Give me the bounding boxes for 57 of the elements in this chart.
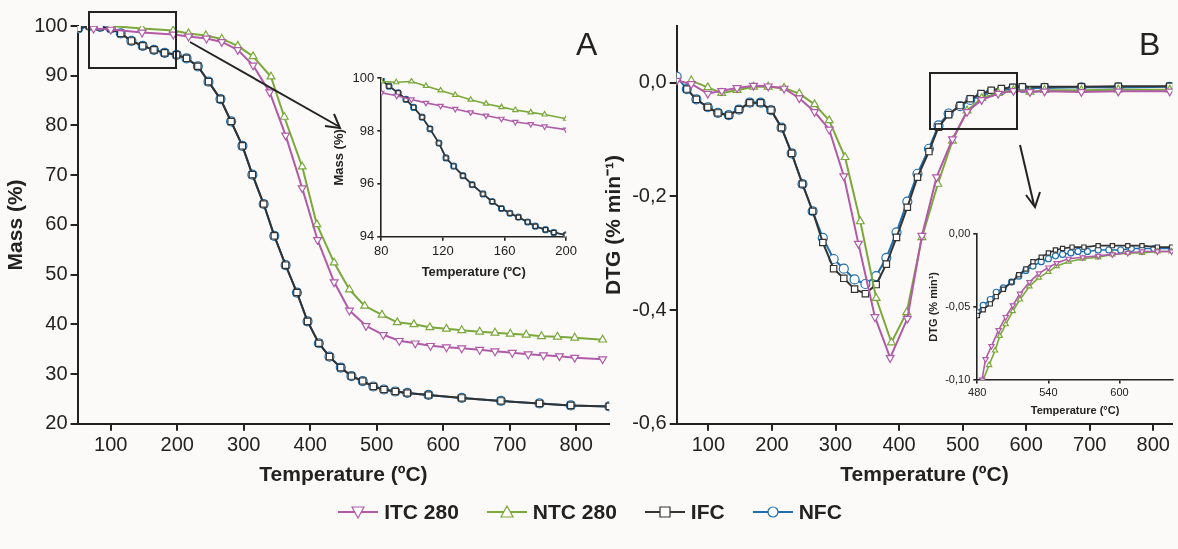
x-tick-label: 500 xyxy=(945,433,980,456)
y-tick-label: -0,05 xyxy=(945,299,971,312)
x-tick-label: 540 xyxy=(1039,386,1058,399)
y-tick-label: 30 xyxy=(45,361,68,384)
x-axis-title: Temperature (ºC) xyxy=(421,263,526,279)
x-tick-label: 80 xyxy=(374,243,389,259)
y-tick-label: 98 xyxy=(359,122,375,138)
y-tick-label: 0,00 xyxy=(948,227,971,240)
x-tick-label: 600 xyxy=(1009,433,1043,456)
x-tick-label: 120 xyxy=(432,243,454,259)
y-tick-label: 60 xyxy=(45,212,68,235)
y-axis-title: Mass (%) xyxy=(3,179,27,271)
y-tick-label: 80 xyxy=(45,112,68,135)
x-tick-label: 200 xyxy=(555,243,578,259)
y-tick-label: 50 xyxy=(45,262,68,285)
y-tick-label: -0,10 xyxy=(945,372,971,385)
y-tick-label: -0,4 xyxy=(632,297,667,320)
x-axis-title: Temperature (ºC) xyxy=(840,462,1009,486)
y-axis-title: DTG (% min⁻¹) xyxy=(601,154,625,295)
y-axis-title: DTG (% min¹) xyxy=(926,271,939,342)
y-tick-label: 100 xyxy=(34,13,68,36)
y-tick-label: 20 xyxy=(45,411,68,434)
x-tick-label: 200 xyxy=(160,433,194,456)
y-tick-label: 40 xyxy=(45,311,68,334)
x-tick-label: 600 xyxy=(1110,386,1129,399)
x-tick-label: 500 xyxy=(359,433,394,456)
x-tick-label: 700 xyxy=(492,433,527,456)
y-tick-label: 100 xyxy=(352,69,375,85)
x-tick-label: 600 xyxy=(426,433,460,456)
x-tick-label: 200 xyxy=(755,433,789,456)
x-axis-title: Temperature (°C) xyxy=(1030,404,1120,417)
y-tick-label: 70 xyxy=(45,162,68,185)
x-tick-label: 700 xyxy=(1073,433,1107,456)
y-tick-label: -0,2 xyxy=(632,184,667,206)
x-tick-label: 100 xyxy=(691,433,726,456)
legend-label: NFC xyxy=(798,500,842,524)
y-tick-label: 90 xyxy=(45,63,68,86)
x-tick-label: 100 xyxy=(94,433,128,456)
x-tick-label: 800 xyxy=(559,433,593,456)
x-tick-label: 300 xyxy=(227,433,261,456)
y-tick-label: 96 xyxy=(359,175,375,191)
y-tick-label: -0,6 xyxy=(632,411,667,434)
y-tick-label: 0,0 xyxy=(638,70,667,93)
legend-label: NTC 280 xyxy=(532,500,617,524)
x-tick-label: 400 xyxy=(293,433,327,456)
legend-label: IFC xyxy=(690,500,725,524)
x-tick-label: 400 xyxy=(882,433,916,456)
y-tick-label: 94 xyxy=(359,228,375,244)
annotation: A xyxy=(575,25,598,62)
x-tick-label: 160 xyxy=(493,243,516,259)
legend-label: ITC 280 xyxy=(384,500,459,524)
annotation: B xyxy=(1138,25,1161,62)
x-axis-title: Temperature (ºC) xyxy=(259,462,428,486)
x-tick-label: 480 xyxy=(968,386,987,399)
y-axis-title: Mass (%) xyxy=(331,129,347,186)
x-tick-label: 300 xyxy=(818,433,853,456)
x-tick-label: 800 xyxy=(1136,433,1170,456)
